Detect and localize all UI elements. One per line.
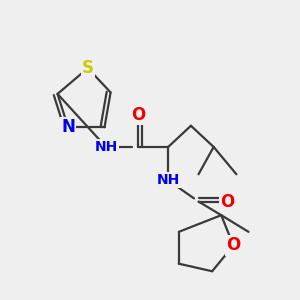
Text: O: O xyxy=(226,236,241,254)
Text: O: O xyxy=(220,193,234,211)
Text: O: O xyxy=(131,106,145,124)
Text: NH: NH xyxy=(94,140,118,154)
Text: N: N xyxy=(61,118,75,136)
Text: S: S xyxy=(82,59,94,77)
Text: NH: NH xyxy=(157,173,180,187)
